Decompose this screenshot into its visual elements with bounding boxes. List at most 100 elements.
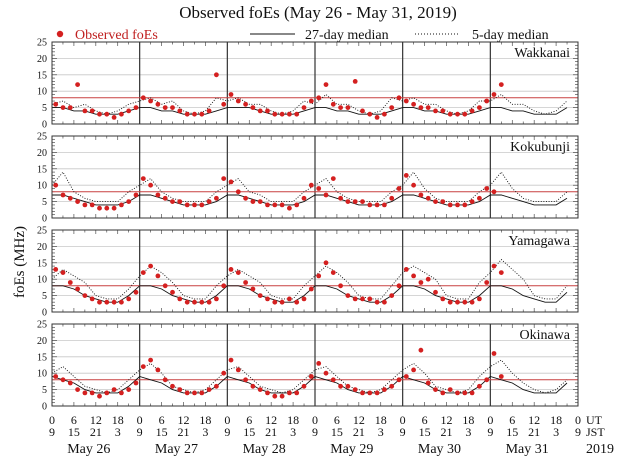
observed-point [155,273,161,279]
x-tick-label-ut: 12 [178,413,190,427]
station-panel-okinawa: 0 5 10 15 20 25 Okinawa [37,320,579,413]
panel-frame [51,41,579,125]
x-tick-label-jst: 15 [156,425,168,439]
y-tick-label: 15 [37,164,47,175]
observed-point [192,202,197,208]
observed-point [477,105,482,110]
observed-point [389,383,395,389]
observed-point [140,176,146,182]
observed-point [447,387,453,392]
observed-point [192,390,197,396]
observed-point [97,205,102,211]
y-tick-label: 20 [37,336,47,347]
observed-point [462,299,468,305]
x-tick-label-ut: 12 [353,413,365,427]
observed-point [75,286,80,292]
y-tick-label: 25 [37,132,47,143]
observed-point [184,390,190,396]
observed-point [257,387,263,392]
y-tick-label: 15 [37,70,47,81]
x-tick-label-ut: 18 [375,413,387,427]
year-label: 2019 [586,442,614,457]
x-tick-label-ut: 6 [509,413,515,427]
observed-point [455,111,460,117]
observed-point [279,111,285,117]
observed-point [447,202,453,208]
observed-point [294,111,300,117]
median-27day-line [52,285,568,303]
observed-point [308,286,314,292]
observed-point [60,192,66,198]
observed-point [389,195,395,201]
observed-point [214,72,219,78]
x-tick-label-jst: 21 [178,425,190,439]
observed-point [308,98,314,104]
observed-point [316,273,322,279]
observed-point [484,98,490,104]
observed-point [352,296,358,302]
observed-point [367,296,373,302]
observed-point [455,202,460,208]
observed-point [287,390,292,396]
observed-point [133,105,139,110]
observed-point [345,293,351,298]
observed-point [491,92,497,97]
observed-point [433,108,438,114]
observed-point [433,289,438,295]
observed-point [60,105,66,110]
x-tick-label-ut-end: 0 [575,413,581,427]
station-label: Kokubunji [510,140,570,155]
observed-point [272,202,278,208]
x-tick-label-ut: 18 [199,413,211,427]
observed-point [418,280,424,285]
legend-observed-label: Observed foEs [75,28,158,43]
observed-point [301,195,307,201]
observed-point [170,199,175,205]
x-tick-label-jst: 21 [265,425,277,439]
observed-point [257,199,263,205]
observed-point [338,195,343,201]
observed-point [403,173,409,178]
observed-point [323,192,329,198]
station-panel-yamagawa: 0 5 10 15 20 25 Yamagawa [37,226,579,319]
legend: Observed foEs 27-day median 5-day median [56,28,549,43]
x-tick-label-jst: 9 [400,425,406,439]
x-tick-label-jst: 3 [553,425,559,439]
observed-point [491,351,497,356]
observed-point [484,280,490,285]
observed-point [97,393,102,399]
observed-point [192,111,197,117]
observed-point [294,390,300,396]
y-tick-label: 20 [37,54,47,65]
observed-point [97,299,102,305]
observed-point [104,111,110,117]
x-tick-label-ut: 6 [422,413,428,427]
x-tick-label-jst: 3 [202,425,208,439]
observed-point [345,383,351,389]
observed-point [199,111,205,117]
observed-point [140,270,146,275]
y-tick-label: 15 [37,258,47,269]
x-tick-label-ut: 12 [528,413,540,427]
observed-point [360,390,365,396]
observed-point [484,377,490,383]
observed-point [221,176,227,182]
observed-point [469,299,475,305]
y-tick-label: 20 [37,242,47,253]
observed-point [250,199,256,205]
observed-point [447,111,453,117]
observed-point [352,199,358,205]
observed-point [396,95,402,101]
x-tick-label-ut: 0 [49,413,55,427]
observed-point [177,199,183,205]
observed-point [214,195,219,201]
y-tick-label: 5 [42,103,47,114]
observed-point [418,105,424,110]
observed-point [104,299,110,305]
observed-point [396,186,402,191]
observed-point [53,101,59,107]
observed-point [265,202,270,208]
x-tick-label-jst: 3 [465,425,471,439]
observed-point [60,377,66,383]
